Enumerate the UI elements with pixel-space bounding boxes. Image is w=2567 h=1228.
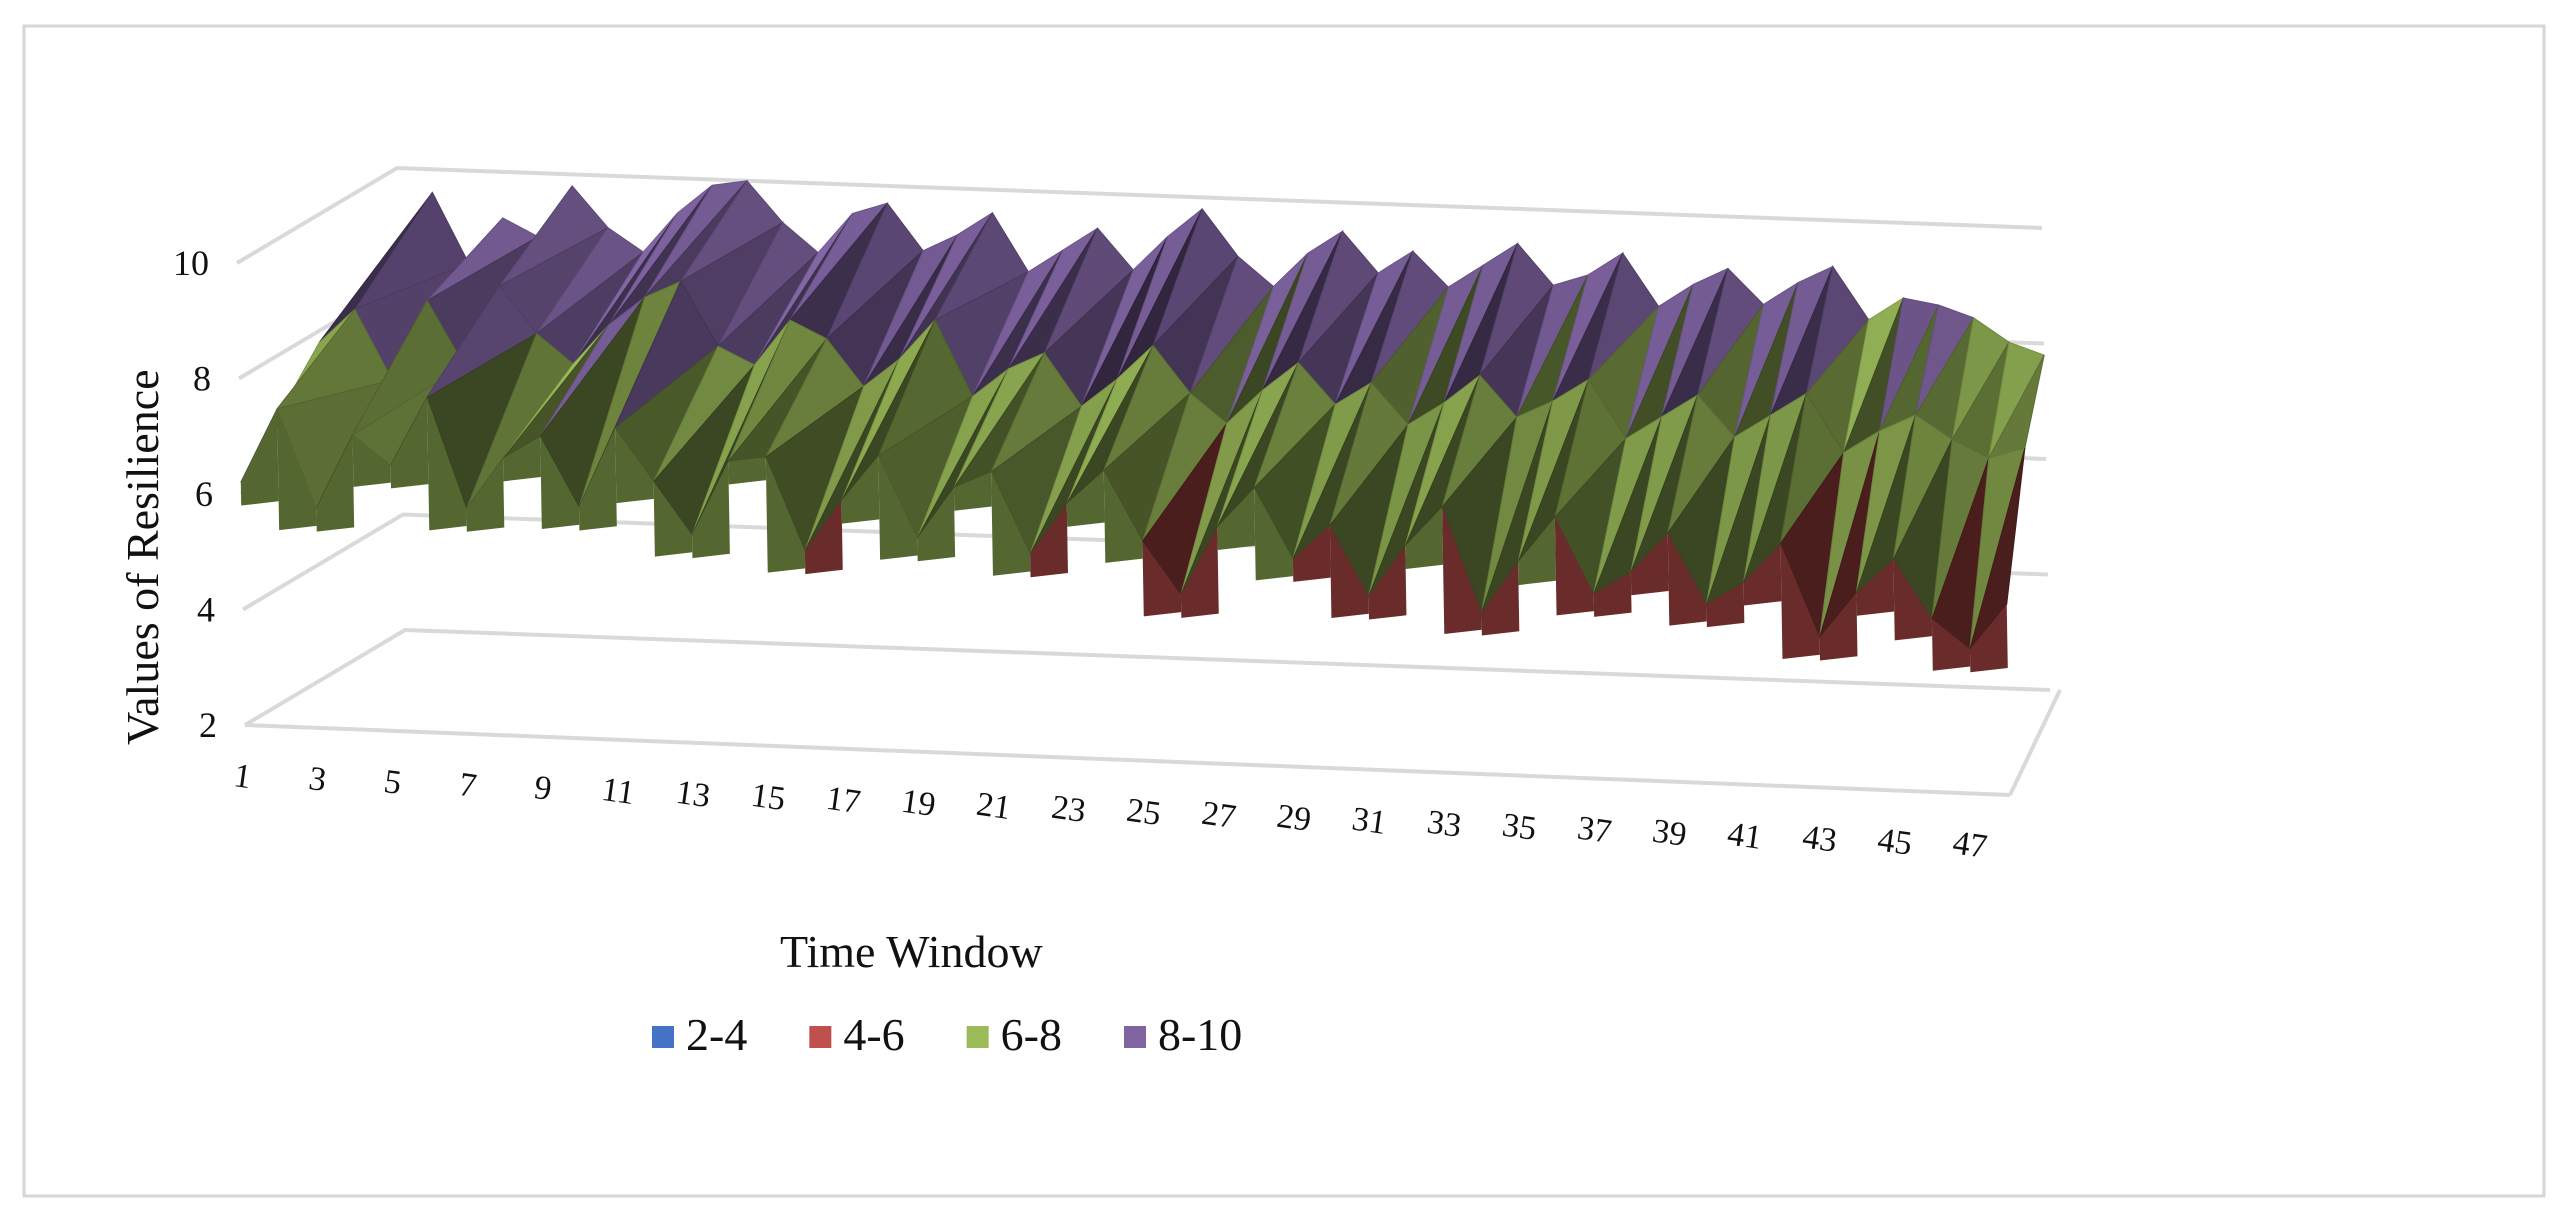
y-axis-label: Values of Resilience [117, 369, 168, 745]
surface-front-face [277, 408, 317, 531]
y-tick-label: 10 [173, 243, 209, 283]
x-tick-label: 39 [1650, 813, 1689, 854]
x-tick-label: 27 [1199, 795, 1238, 836]
surface-front-face [841, 455, 880, 524]
surface-front-face [466, 458, 505, 532]
surface-front-face [1217, 488, 1256, 551]
y-axis-ticks: 2 4 6 8 10 [173, 243, 217, 745]
surface-front-face [1066, 470, 1105, 527]
surface-front-face [917, 487, 956, 562]
y-tick-label: 8 [193, 359, 211, 399]
x-tick-label: 37 [1575, 810, 1614, 851]
surface-front-face [1593, 572, 1632, 617]
surface-front-face [615, 428, 654, 504]
legend-swatch [809, 1026, 832, 1048]
x-tick-label: 47 [1950, 824, 1989, 865]
surface-front-face [1142, 541, 1182, 617]
x-tick-label: 43 [1800, 818, 1839, 859]
x-tick-label: 31 [1350, 801, 1389, 842]
surface-front-face [728, 457, 767, 485]
surface-front-face [540, 436, 580, 530]
surface-front-face [390, 397, 429, 489]
x-tick-label: 29 [1275, 798, 1314, 839]
x-tick-label: 23 [1049, 789, 1088, 830]
floor-front-edge [244, 723, 2011, 797]
surface-front-face [1030, 503, 1068, 578]
surface-front-face [1442, 507, 1482, 635]
surface-front-face [653, 481, 693, 557]
surface-front-face [878, 455, 918, 560]
surface-front-face [1931, 618, 1971, 671]
surface-front-face [991, 471, 1031, 576]
surface-front-face [804, 500, 843, 575]
surface-front-face [1667, 533, 1707, 626]
gridline [243, 627, 2051, 727]
x-tick-label: 13 [674, 774, 713, 815]
surface-front-face [1180, 526, 1219, 618]
surface-front-face [953, 471, 992, 511]
surface-front-face [1405, 507, 1444, 570]
surface-front-face [1329, 525, 1369, 619]
x-tick-label: 11 [599, 771, 637, 812]
surface-front-face [1780, 543, 1820, 660]
surface-front-face [1630, 533, 1669, 596]
legend-swatch [966, 1026, 989, 1048]
surface-front-face [1518, 517, 1556, 586]
x-tick-label: 33 [1425, 804, 1464, 845]
surface-front-face [1856, 559, 1895, 616]
x-axis-ticks: 1 3 5 7 9 11 13 15 17 19 21 23 25 27 29 31 33 35 37 39 41 43 4… [231, 757, 1989, 866]
x-tick-label: 7 [457, 766, 479, 805]
legend: 2-4 4-6 6-8 8-10 [652, 1009, 1242, 1060]
surface-front-face [1819, 592, 1858, 661]
x-tick-label: 35 [1500, 807, 1539, 848]
x-tick-label: 17 [824, 780, 863, 821]
floor-right-edge [2008, 689, 2062, 796]
legend-swatch [1123, 1026, 1146, 1048]
surface-facet [1969, 447, 2026, 650]
x-tick-label: 3 [307, 760, 329, 799]
x-tick-label: 25 [1124, 792, 1163, 833]
y-tick-label: 6 [195, 474, 213, 514]
surface-plot [240, 179, 2045, 673]
surface-front-face [352, 434, 391, 487]
x-tick-label: 19 [899, 783, 938, 824]
x-tick-label: 45 [1875, 821, 1914, 862]
surface-front-face [503, 436, 541, 482]
surface-front-face [426, 397, 467, 531]
surface-front-face [1969, 604, 2008, 673]
legend-label: 4-6 [843, 1009, 904, 1060]
x-tick-label: 1 [231, 757, 253, 796]
gridline [235, 165, 2043, 265]
x-tick-label: 21 [974, 786, 1013, 827]
surface-front-face [765, 457, 806, 573]
surface-front-face [1368, 545, 1407, 620]
surface-front-face [1743, 543, 1782, 606]
x-tick-label: 5 [382, 763, 404, 802]
surface-front-face [578, 428, 617, 531]
legend-label: 8-10 [1158, 1009, 1242, 1060]
surface-front-face [240, 408, 279, 506]
surface-front-face [1292, 525, 1331, 582]
legend-label: 2-4 [686, 1009, 747, 1060]
x-tick-label: 15 [749, 777, 788, 818]
x-tick-label: 41 [1725, 815, 1764, 856]
surface-front-face [1254, 488, 1294, 581]
y-tick-label: 4 [197, 590, 215, 630]
surface-front-face [1554, 517, 1595, 616]
y-tick-label: 2 [199, 705, 217, 745]
legend-label: 6-8 [1001, 1009, 1062, 1060]
legend-swatch [652, 1026, 674, 1048]
surface-front-face [1706, 582, 1745, 628]
surface-front-face [316, 434, 355, 532]
surface-front-face [692, 461, 730, 559]
surface-front-face [1893, 559, 1933, 641]
x-axis-label: Time Window [780, 926, 1043, 977]
surface-front-face [1103, 470, 1143, 563]
surface-front-face [1481, 561, 1520, 636]
x-tick-label: 9 [532, 769, 554, 808]
